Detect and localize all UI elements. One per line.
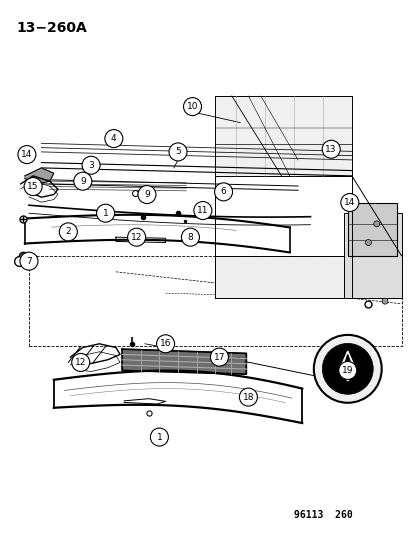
Text: 19: 19 [341,366,353,375]
Text: 12: 12 [75,358,86,367]
Circle shape [74,172,92,190]
Polygon shape [343,213,401,298]
Text: 16: 16 [159,340,171,348]
Circle shape [59,223,77,241]
Circle shape [239,388,257,406]
Circle shape [321,140,339,158]
Text: 6: 6 [220,188,226,196]
Text: 4: 4 [111,134,116,143]
Circle shape [214,183,232,201]
Circle shape [340,193,358,212]
Circle shape [193,201,211,220]
Text: 2: 2 [65,228,71,236]
Circle shape [156,335,174,353]
Text: 1: 1 [156,433,162,441]
Circle shape [127,228,145,246]
Text: 96113  260: 96113 260 [293,510,351,520]
Circle shape [381,298,387,304]
Text: 18: 18 [242,393,254,401]
Circle shape [71,353,90,372]
Text: 12: 12 [131,233,142,241]
Circle shape [365,239,370,246]
Circle shape [210,348,228,366]
Circle shape [181,228,199,246]
Polygon shape [215,96,351,176]
Text: 14: 14 [21,150,33,159]
Text: 7: 7 [26,257,32,265]
Circle shape [96,204,114,222]
Circle shape [313,335,381,403]
Polygon shape [25,168,54,184]
Circle shape [373,221,379,227]
Circle shape [82,156,100,174]
Polygon shape [215,256,401,298]
Circle shape [24,177,42,196]
Text: 9: 9 [144,190,150,199]
Polygon shape [343,354,351,376]
Circle shape [18,146,36,164]
Circle shape [183,98,201,116]
Text: 5: 5 [175,148,180,156]
Text: 13: 13 [325,145,336,154]
Circle shape [321,343,373,394]
Text: 11: 11 [197,206,208,215]
Text: 1: 1 [102,209,108,217]
Text: 8: 8 [187,233,193,241]
Text: 15: 15 [27,182,39,191]
Text: 10: 10 [186,102,198,111]
Polygon shape [338,351,355,381]
Text: 9: 9 [80,177,85,185]
Polygon shape [122,349,246,374]
Text: 17: 17 [213,353,225,361]
Circle shape [104,130,123,148]
Circle shape [20,252,38,270]
Circle shape [169,143,187,161]
Text: 3: 3 [88,161,94,169]
Text: 13−260A: 13−260A [17,21,87,35]
Circle shape [338,361,356,379]
Text: 14: 14 [343,198,355,207]
Circle shape [138,185,156,204]
Circle shape [150,428,168,446]
Polygon shape [347,203,396,256]
